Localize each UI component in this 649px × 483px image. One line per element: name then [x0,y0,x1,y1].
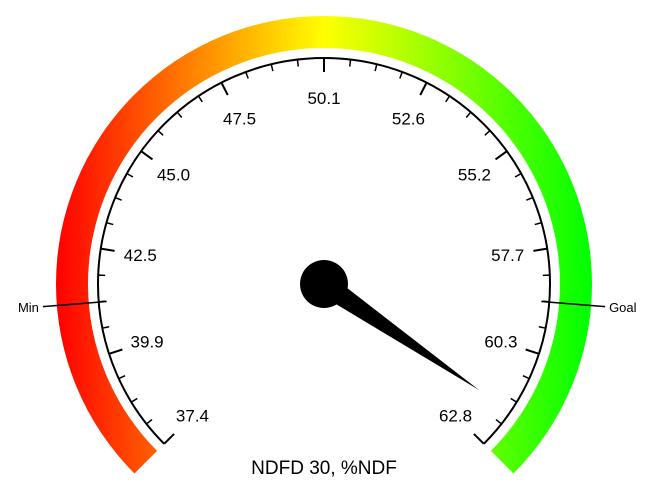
gauge-minor-tick [102,325,110,329]
gauge-major-tick [533,247,548,252]
gauge-minor-tick [130,397,138,403]
gauge-minor-tick [526,196,534,201]
gauge-marker-label: Goal [609,300,637,315]
gauge-minor-tick [522,375,530,380]
gauge-marker-line [42,300,107,308]
gauge-minor-tick [270,64,274,72]
gauge-major-tick [525,348,540,355]
gauge-tick-label: 50.1 [307,89,340,108]
gauge-minor-tick [126,172,134,178]
gauge-minor-tick [197,95,203,103]
gauge-minor-tick [157,130,164,136]
gauge-marker-label: Min [18,300,39,315]
gauge-minor-tick [484,130,491,136]
gauge-major-tick [100,247,115,252]
gauge-needle-hub [300,260,348,308]
gauge-minor-tick [465,111,472,118]
gauge-minor-tick [118,375,126,380]
gauge-minor-tick [245,71,249,79]
gauge-minor-tick [514,172,522,178]
gauge-minor-tick [399,71,403,79]
gauge-minor-tick [374,64,378,72]
gauge-major-tick [163,433,175,445]
gauge-major-tick [473,433,485,445]
gauge-minor-tick [114,196,122,201]
gauge-markers: Min Goal [18,300,637,315]
gauge-tick-label: 57.7 [491,246,524,265]
gauge-scale-arc [97,57,551,445]
gauge-minor-tick [348,59,352,67]
gauge-tick-label: 45.0 [157,166,190,185]
gauge-tick-label: 47.5 [223,109,256,128]
gauge-ticks [98,58,550,445]
gauge-major-tick [419,82,428,96]
gauge-tick-label: 62.8 [439,407,472,426]
gauge-tick-label: 55.2 [458,166,491,185]
gauge-tick-label: 37.4 [176,407,209,426]
gauge-tick-labels: 37.4 39.9 42.5 45.0 47.5 50.1 52.6 55.2 57.7 60.3… [124,89,525,426]
gauge-minor-tick [176,111,183,118]
gauge-major-tick [494,150,508,161]
gauge-tick-label: 42.5 [124,246,157,265]
gauge-major-tick [108,348,123,355]
gauge-tick-label: 39.9 [131,332,164,351]
gauge-major-tick [140,150,154,161]
gauge-minor-tick [146,418,153,425]
gauge-minor-tick [534,221,542,226]
gauge-marker-line [541,300,606,308]
gauge-minor-tick [495,418,502,425]
gauge-minor-tick [106,221,114,226]
gauge-tick-label: 52.6 [392,109,425,128]
gauge-color-band [55,15,592,474]
gauge-needle [317,274,480,391]
gauge-minor-tick [538,325,546,329]
gauge-minor-tick [296,59,300,67]
gauge-title: NDFD 30, %NDF [251,458,397,479]
gauge-minor-tick [445,95,451,103]
gauge-minor-tick [510,397,518,403]
gauge-major-tick [220,82,229,96]
gauge-tick-label: 60.3 [484,332,517,351]
